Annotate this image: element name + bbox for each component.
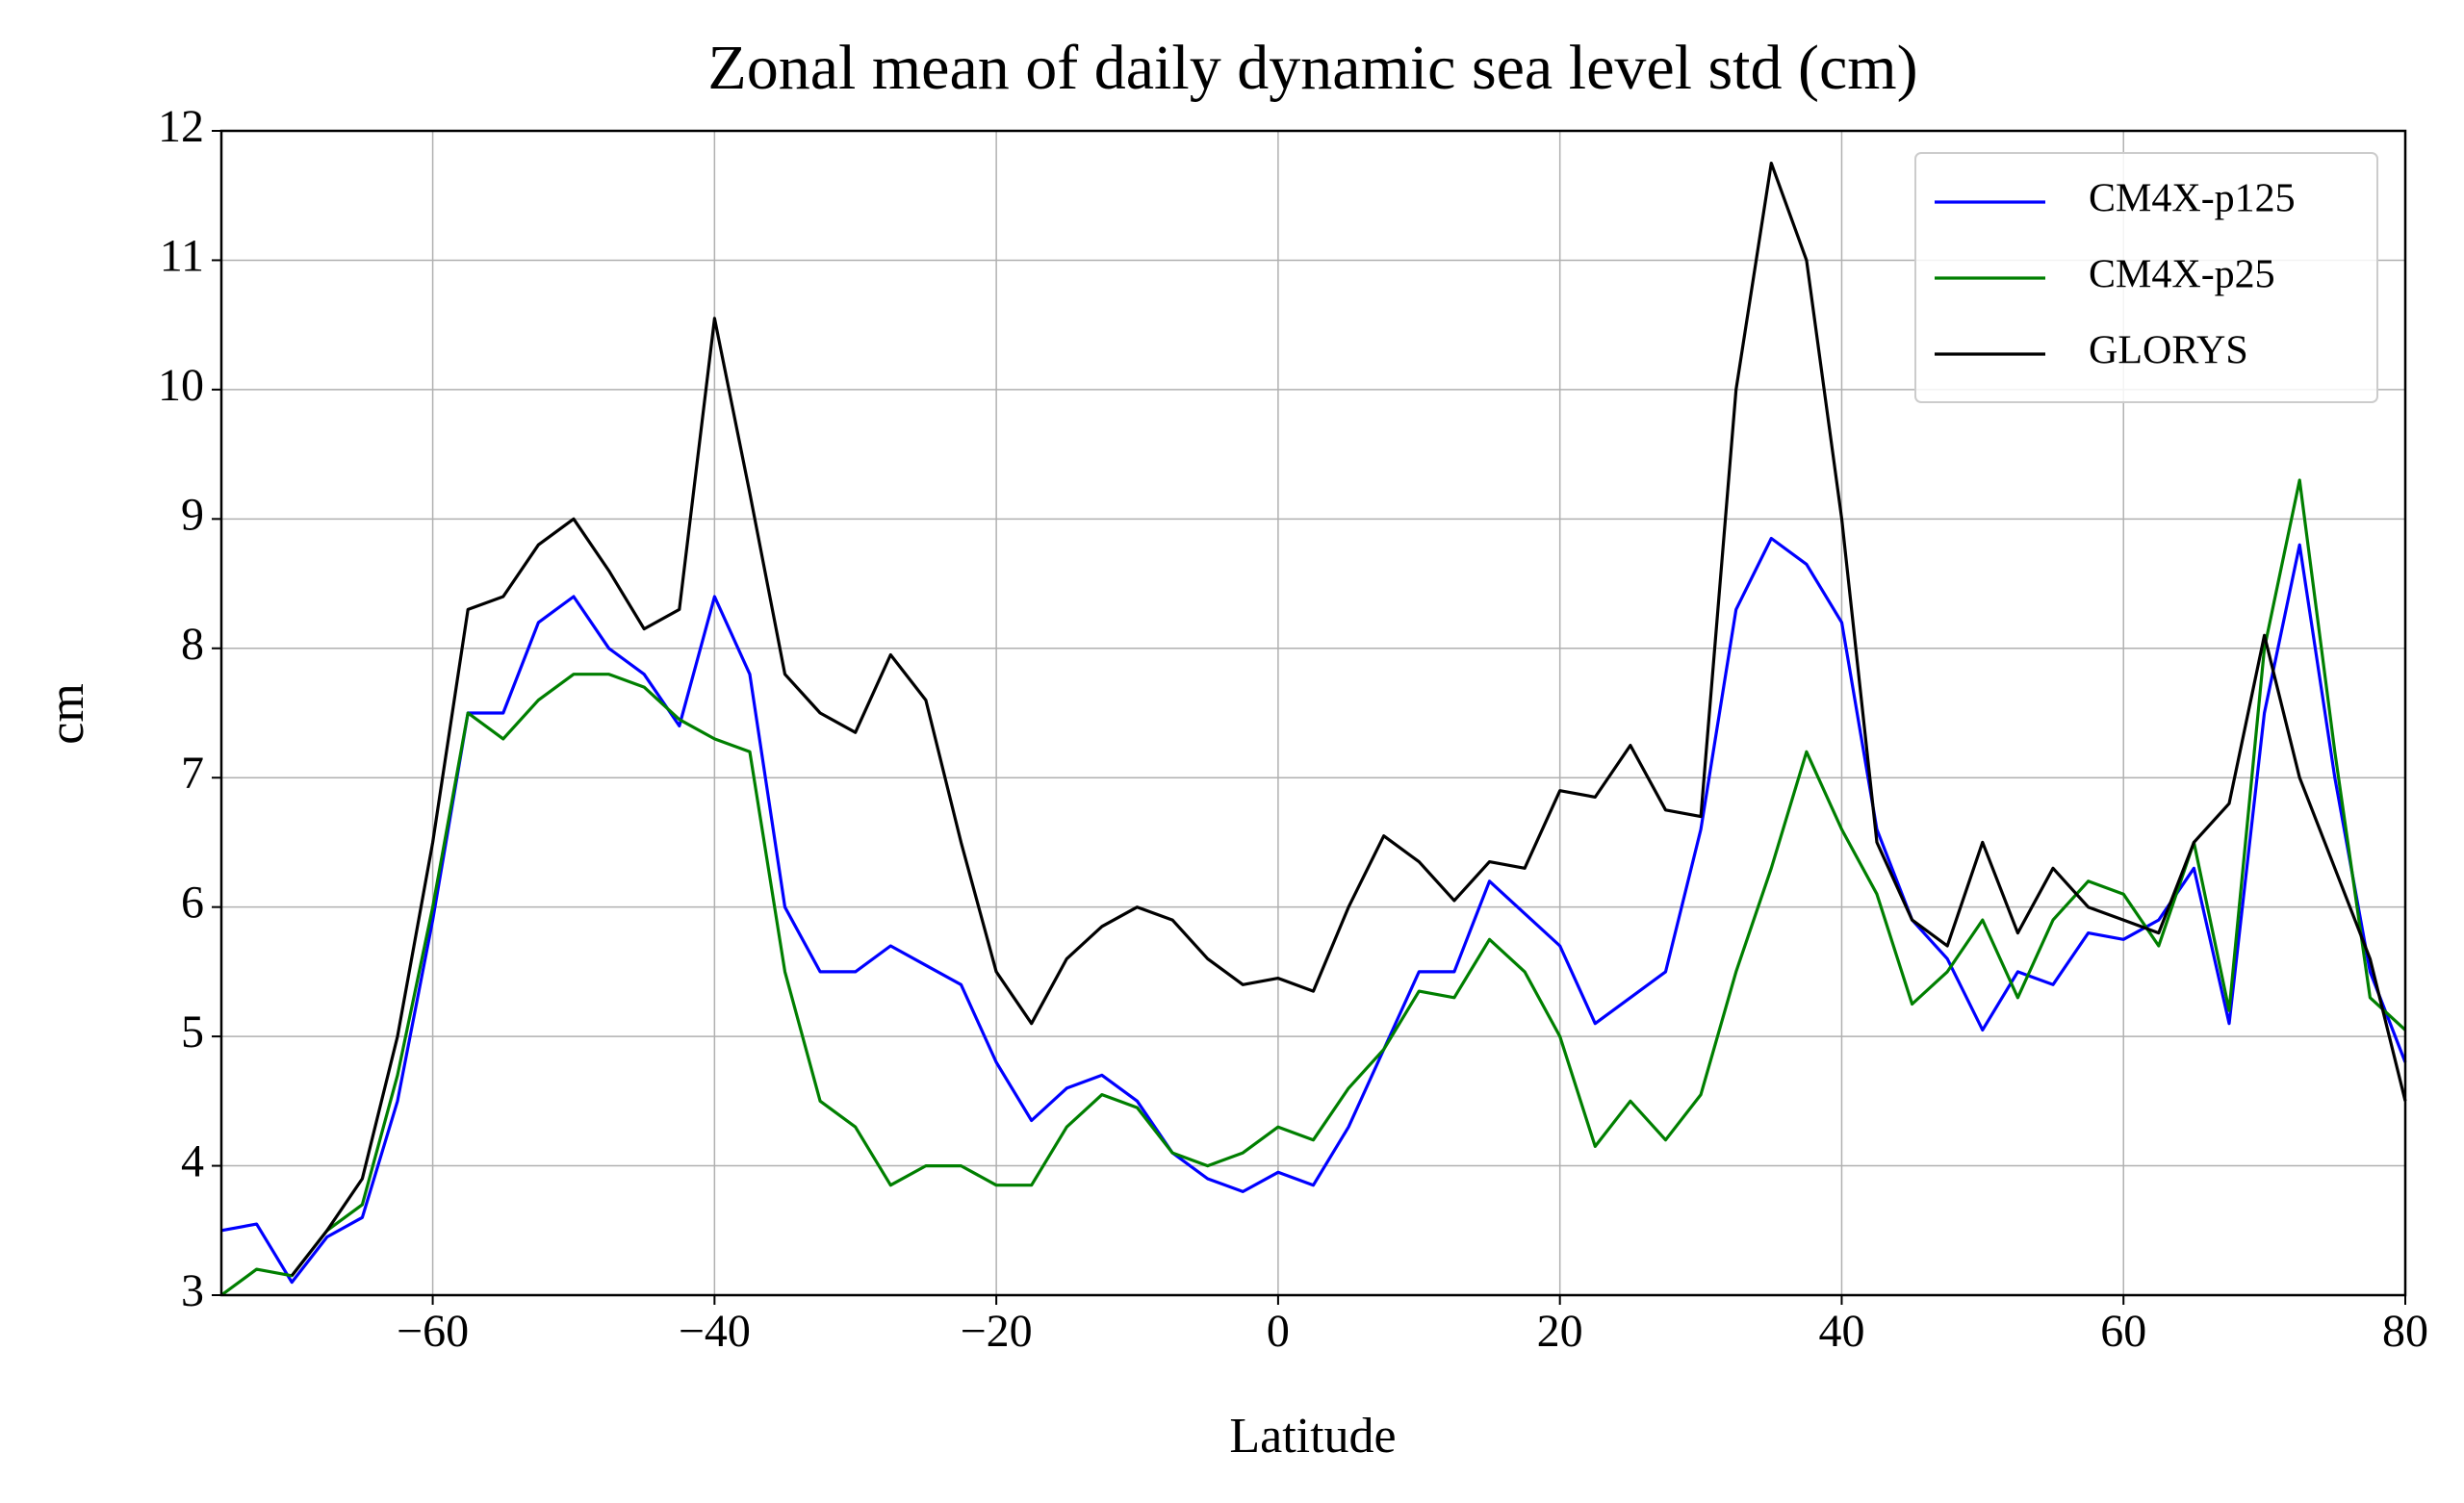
x-tick-label: 20 (1537, 1306, 1583, 1357)
y-tick-label: 3 (181, 1265, 204, 1316)
y-tick-label: 12 (158, 101, 204, 152)
y-tick-label: 10 (158, 360, 204, 411)
legend-label: CM4X-p25 (2089, 253, 2275, 297)
x-tick-label: 80 (2382, 1306, 2428, 1357)
legend: CM4X-p125 CM4X-p25 GLORYS (1914, 152, 2378, 403)
data-line (290, 162, 2407, 1277)
legend-box (1914, 152, 2378, 403)
y-tick-label: 7 (181, 748, 204, 799)
y-axis-label: cm (39, 683, 94, 745)
plot-frame (219, 129, 2407, 1297)
legend-label: GLORYS (2089, 329, 2248, 373)
y-tick-label: 6 (181, 878, 204, 929)
x-tick-label: −40 (679, 1306, 751, 1357)
y-tick-label: 5 (181, 1006, 204, 1057)
x-tick-label: −60 (397, 1306, 469, 1357)
x-axis-label: Latitude (1229, 1409, 1396, 1464)
data-line (220, 536, 2407, 1285)
chart-title: Zonal mean of daily dynamic sea level st… (707, 33, 1917, 103)
data-line (220, 478, 2407, 1297)
x-tick-label: −20 (961, 1306, 1033, 1357)
y-tick-label: 8 (181, 619, 204, 670)
x-tick-label: 0 (1267, 1306, 1290, 1357)
x-tick-label: 40 (1818, 1306, 1864, 1357)
legend-label: CM4X-p125 (2089, 177, 2296, 221)
y-tick-label: 9 (181, 489, 204, 540)
y-tick-label: 4 (181, 1136, 204, 1187)
y-tick-label: 11 (160, 230, 204, 281)
x-tick-label: 60 (2100, 1306, 2146, 1357)
